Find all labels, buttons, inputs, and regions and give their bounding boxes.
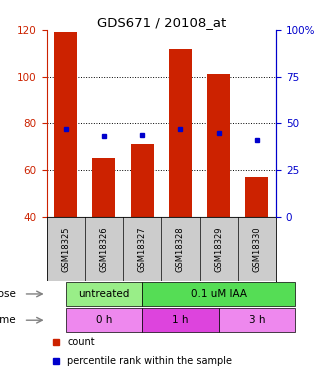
FancyBboxPatch shape	[142, 308, 219, 332]
Title: GDS671 / 20108_at: GDS671 / 20108_at	[97, 16, 226, 29]
Text: count: count	[67, 337, 95, 346]
FancyBboxPatch shape	[219, 308, 295, 332]
Bar	[169, 49, 192, 217]
Text: 0.1 uM IAA: 0.1 uM IAA	[191, 289, 247, 299]
Text: time: time	[0, 315, 17, 325]
Text: untreated: untreated	[78, 289, 130, 299]
Text: GSM18326: GSM18326	[100, 226, 108, 272]
FancyBboxPatch shape	[142, 282, 295, 306]
Text: GSM18327: GSM18327	[138, 226, 147, 272]
Bar	[207, 74, 230, 217]
Text: 3 h: 3 h	[249, 315, 265, 325]
Text: percentile rank within the sample: percentile rank within the sample	[67, 356, 232, 366]
Bar	[131, 144, 154, 217]
Bar	[54, 32, 77, 217]
Text: 1 h: 1 h	[172, 315, 189, 325]
Text: GSM18325: GSM18325	[61, 226, 70, 272]
Text: GSM18328: GSM18328	[176, 226, 185, 272]
Text: GSM18329: GSM18329	[214, 226, 223, 272]
Bar	[246, 177, 268, 217]
Bar	[92, 158, 115, 217]
Text: 0 h: 0 h	[96, 315, 112, 325]
FancyBboxPatch shape	[66, 282, 142, 306]
Text: GSM18330: GSM18330	[252, 226, 261, 272]
FancyBboxPatch shape	[66, 308, 142, 332]
Text: dose: dose	[0, 289, 17, 299]
